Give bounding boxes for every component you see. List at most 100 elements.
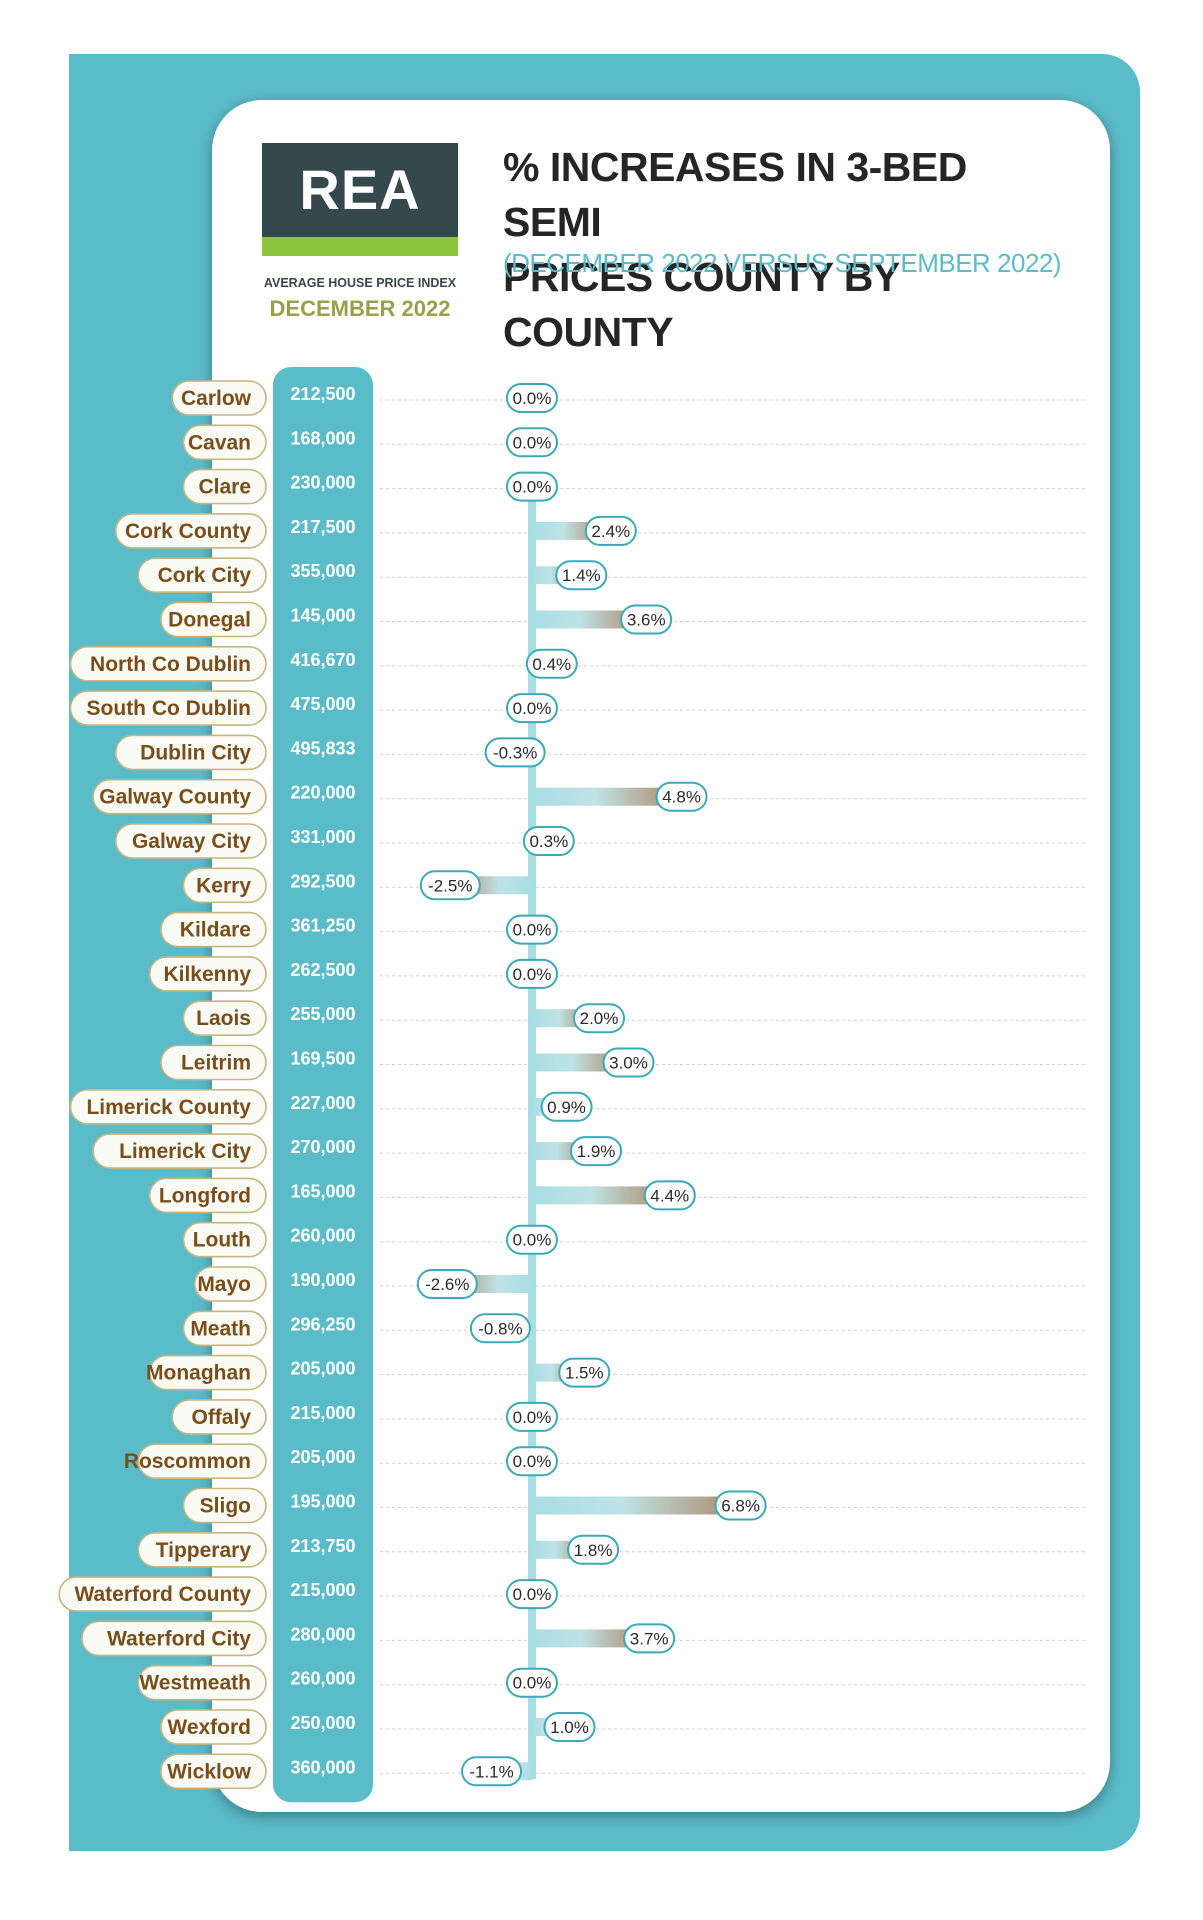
value-pill [543,1712,596,1742]
county-pill [182,424,267,461]
index-label: AVERAGE HOUSE PRICE INDEX [263,276,457,290]
price-label: 255,000 [290,1004,355,1024]
county-label: Tipperary [156,1539,252,1562]
value-pill [643,1180,696,1211]
value-pill [506,914,558,945]
price-label: 220,000 [290,783,355,803]
county-pill [69,645,267,682]
county-label: Galway City [132,830,251,853]
value-pill [484,737,546,768]
month-label: DECEMBER 2022 [269,296,451,321]
value-label: -0.3% [493,743,537,762]
value-label: 1.9% [577,1142,616,1161]
value-label: -1.1% [469,1762,513,1781]
price-label: 230,000 [290,473,355,493]
value-label: 1.8% [574,1541,613,1560]
county-pill [69,690,267,726]
county-pill [182,1310,267,1347]
value-label: 0.0% [513,965,552,984]
value-label: 0.0% [513,1231,552,1250]
value-label: 1.0% [550,1718,589,1737]
price-label: 215,000 [290,1580,355,1600]
county-label: Westmeath [139,1672,251,1695]
county-pill [137,1443,267,1479]
price-label: 190,000 [290,1270,355,1290]
county-pill [171,380,267,416]
value-label: 0.0% [513,389,552,408]
value-pill [540,1091,593,1122]
county-pill [148,956,267,992]
value-pill [506,1224,558,1255]
price-label: 250,000 [290,1713,355,1733]
county-label: Cavan [188,431,251,454]
value-pill [555,560,608,591]
county-label: Longford [159,1184,251,1207]
value-pill [506,693,558,724]
value-label: 0.0% [513,1408,552,1427]
rea-logo: REA [262,143,458,256]
county-label: North Co Dublin [90,653,251,676]
value-pill [506,471,558,502]
county-pill [160,601,267,638]
price-label: 217,500 [290,517,355,537]
value-pill [506,1579,558,1610]
county-label: Offaly [191,1406,251,1429]
county-pill [182,1221,267,1258]
county-pill [69,1089,267,1125]
county-pill [160,911,267,948]
bar [532,787,674,806]
price-label: 331,000 [290,827,355,847]
price-label: 416,670 [290,650,355,670]
value-label: -2.6% [425,1275,469,1294]
value-label: -0.8% [478,1319,522,1338]
zero-axis-line [528,486,536,1780]
bar [532,610,639,629]
value-pill [469,1313,531,1344]
county-label: Kilkenny [163,963,251,986]
price-label: 145,000 [290,606,355,626]
price-label: 260,000 [290,1226,355,1246]
bar [532,1629,642,1648]
county-label: Meath [190,1317,251,1340]
value-pill [570,1136,623,1167]
county-pill [81,1620,267,1657]
price-label: 227,000 [290,1093,355,1113]
value-pill [602,1047,655,1078]
value-label: 6.8% [721,1497,760,1516]
value-pill [506,427,558,458]
price-label: 212,500 [290,384,355,404]
value-pill [416,1269,478,1299]
county-label: Wexford [167,1716,251,1739]
county-pill [137,1532,267,1568]
bar [532,521,603,540]
value-pill [525,648,578,679]
value-label: 4.8% [662,788,701,807]
logo-text: REA [299,158,421,221]
county-pill [114,734,267,771]
value-pill [567,1534,620,1565]
price-label: 262,500 [290,960,355,980]
value-pill [655,781,708,812]
value-pill [506,1401,558,1432]
county-label: Limerick City [119,1140,251,1163]
price-label: 292,500 [290,871,355,891]
bar [532,1186,662,1205]
value-label: 3.6% [627,611,666,630]
price-label: 169,500 [290,1049,355,1069]
county-label: Cork County [125,520,251,543]
county-pill [58,1576,267,1612]
value-label: 0.0% [513,1674,552,1693]
county-label: Clare [198,476,251,499]
county-label: Dublin City [140,741,251,764]
price-label: 361,250 [290,916,355,936]
county-pill [160,1753,267,1790]
county-label: Laois [196,1007,251,1030]
value-pill [506,1446,558,1477]
bar [532,1496,733,1515]
value-label: 1.4% [562,566,601,585]
county-pill [171,1399,267,1435]
value-pill [620,604,673,635]
value-pill [522,826,575,856]
price-label: 270,000 [290,1137,355,1157]
